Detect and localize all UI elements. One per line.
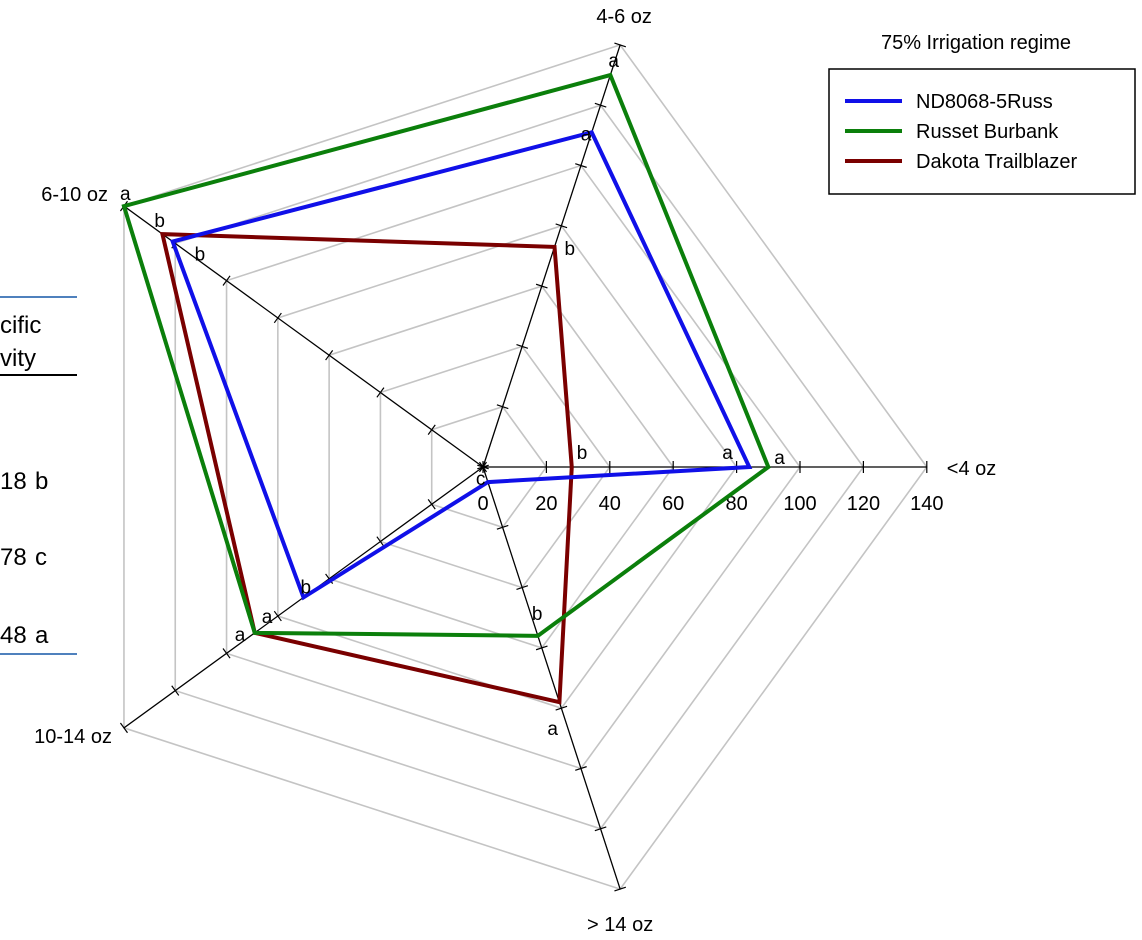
grid-ring-140 — [123, 43, 928, 891]
grid-ring-100 — [225, 164, 801, 770]
spoke-3-tick-20 — [427, 499, 436, 510]
spoke-4-tick-100 — [575, 766, 587, 771]
spoke-4-tick-40 — [516, 585, 529, 591]
series-0-polygon — [170, 129, 753, 601]
axis-label-4: > 14 oz — [587, 914, 653, 936]
sig-letter-s0-a1: a — [581, 124, 592, 145]
spoke-2 — [123, 205, 484, 468]
table-row-1-value: 18 — [0, 468, 27, 495]
spoke-3-tick-100 — [222, 648, 231, 659]
table-row-2-value: 78 — [0, 544, 27, 571]
spoke-1-tick-80 — [555, 223, 568, 229]
tick-label-60: 60 — [662, 493, 684, 515]
grid-ring-120 — [174, 104, 865, 830]
table-row-3-letter: a — [35, 622, 49, 649]
tick-label-40: 40 — [599, 493, 621, 515]
tick-label-20: 20 — [535, 493, 557, 515]
table-header-line-1: cific — [0, 312, 41, 339]
tick-label-80: 80 — [725, 493, 747, 515]
series-2-polygon — [159, 232, 574, 705]
radar-grid — [123, 43, 928, 891]
spoke-1-tick-120 — [594, 102, 607, 108]
sig-letter-s2-a4: a — [547, 719, 558, 740]
table-header-line-2: vity — [0, 345, 36, 372]
axis-label-0: <4 oz — [947, 458, 996, 480]
spoke-2-tick-40 — [376, 387, 385, 398]
radial-tick-labels: 0 20 40 60 80 100 120 140 — [477, 493, 943, 515]
legend-label-1: Russet Burbank — [916, 121, 1059, 143]
sig-letter-s2-a3: a — [262, 607, 273, 628]
spoke-4-tick-0 — [477, 464, 489, 470]
table-row-2-letter: c — [35, 544, 47, 571]
axis-label-3: 10-14 oz — [34, 726, 112, 748]
legend-title: 75% Irrigation regime — [881, 32, 1071, 54]
sig-letter-s2-a0: b — [577, 443, 588, 464]
spoke-4 — [482, 466, 621, 890]
spoke-4-tick-140 — [614, 886, 627, 892]
axis-labels: <4 oz 4-6 oz 6-10 oz 10-14 oz > 14 oz — [34, 6, 996, 936]
sig-letter-s2-a2: b — [154, 211, 165, 232]
grid-ring-40 — [379, 345, 611, 589]
spoke-3-tick-40 — [376, 536, 385, 547]
spoke-3-tick-120 — [171, 685, 180, 696]
spoke-2-tick-20 — [427, 424, 436, 435]
spoke-3-tick-80 — [273, 610, 282, 622]
grid-ring-80 — [277, 224, 738, 710]
series-1-polygon — [121, 72, 771, 638]
spoke-1-tick-60 — [535, 283, 548, 289]
spoke-1-tick-100 — [575, 163, 587, 168]
series-polygons — [121, 72, 771, 705]
sig-letter-s0-a3: b — [300, 577, 311, 598]
spoke-3-tick-140 — [119, 722, 128, 734]
spoke-1-tick-40 — [516, 343, 529, 349]
axis-label-1: 4-6 oz — [596, 6, 652, 28]
tick-label-0: 0 — [477, 493, 488, 515]
spoke-1-tick-140 — [614, 42, 627, 48]
spoke-4-tick-20 — [496, 524, 509, 530]
sig-letter-s1-a1: a — [608, 51, 619, 72]
sig-letter-s1-a4: b — [532, 604, 543, 625]
spoke-4-tick-80 — [555, 705, 568, 711]
sig-letter-s1-a3: a — [235, 625, 246, 646]
legend: 75% Irrigation regime ND8068-5Russ Russet… — [828, 32, 1136, 195]
radar-spokes — [119, 42, 928, 892]
sig-letter-s2-a1: b — [565, 239, 576, 260]
tick-label-100: 100 — [783, 493, 816, 515]
sig-letter-s0-a2: b — [195, 245, 206, 266]
tick-label-120: 120 — [847, 493, 880, 515]
legend-label-2: Dakota Trailblazer — [916, 151, 1078, 173]
table-row-3-value: 48 — [0, 622, 27, 649]
spoke-2-tick-100 — [222, 275, 231, 286]
spoke-2-tick-80 — [273, 312, 282, 324]
spoke-2-tick-60 — [325, 349, 334, 361]
spoke-1-tick-20 — [496, 404, 509, 410]
sig-letter-s0-a0: a — [722, 443, 733, 464]
spoke-1 — [482, 44, 621, 468]
sig-letter-s1-a0: a — [774, 448, 785, 469]
axis-label-2: 6-10 oz — [41, 184, 108, 206]
sig-letter-s0-a4: c — [476, 469, 486, 490]
sig-letter-s1-a2: a — [120, 184, 131, 205]
legend-label-0: ND8068-5Russ — [916, 91, 1053, 113]
left-table-fragment: cific vity 18 b 78 c 48 a — [0, 296, 77, 655]
table-row-1-letter: b — [35, 468, 48, 495]
grid-ring-20 — [430, 405, 548, 529]
spoke-4-tick-60 — [535, 645, 548, 651]
tick-label-140: 140 — [910, 493, 943, 515]
spoke-4-tick-120 — [594, 826, 607, 832]
